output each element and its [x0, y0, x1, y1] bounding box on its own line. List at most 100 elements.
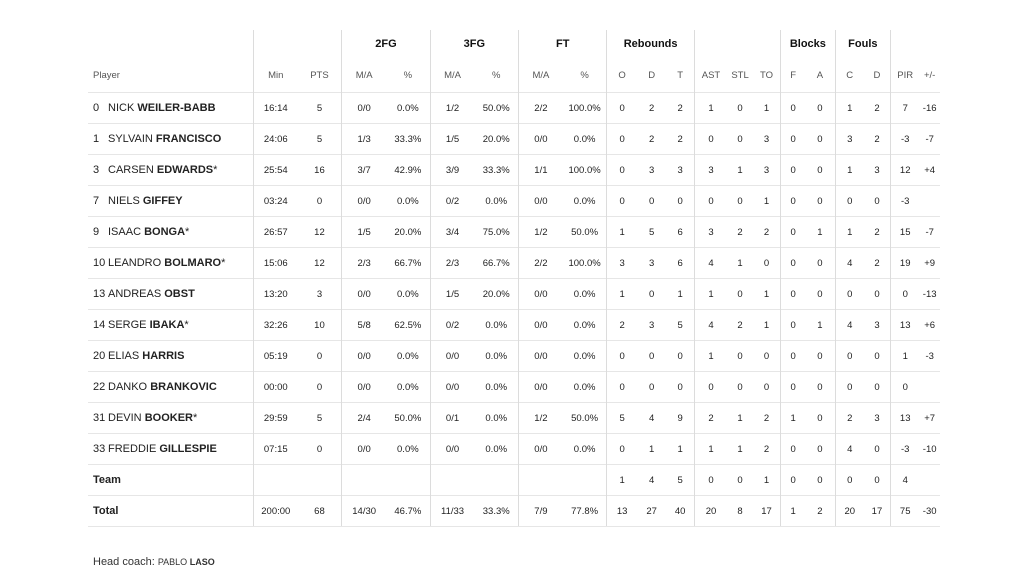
stat-fg2p: 0.0% — [386, 92, 431, 124]
stat-pir: -3 — [890, 433, 920, 465]
stat-ba: 0 — [805, 92, 836, 124]
col-blk-a[interactable]: A — [805, 58, 836, 93]
player-number: 20 — [93, 350, 106, 362]
player-row: 22 DANKO BRANKOVIC 00:00 0 0/0 0.0% 0/0 0.0% 0/0… — [88, 371, 940, 403]
stat-ftp: 100.0% — [562, 247, 608, 279]
stat-ast: 3 — [694, 216, 728, 248]
col-2fg-ma[interactable]: M/A — [355, 69, 373, 81]
stat-fc: 0 — [835, 278, 864, 310]
col-stl[interactable]: STL — [731, 69, 749, 81]
stat-ft: 0/0 — [518, 185, 563, 217]
stat-fd: 0 — [863, 371, 892, 403]
stat-ft: 2/2 — [518, 92, 563, 124]
stat-ba: 1 — [805, 309, 836, 341]
stat-fg2: 0/0 — [341, 433, 386, 465]
player-name-cell[interactable]: 9 ISAAC BONGA* — [88, 216, 254, 248]
stat-stl: 1 — [727, 154, 753, 186]
player-name-cell[interactable]: 3 CARSEN EDWARDS* — [88, 154, 254, 186]
player-number: 1 — [93, 133, 100, 145]
stat-stl: 1 — [727, 402, 753, 434]
col-min[interactable]: Min — [268, 69, 284, 81]
stat-fg2: 5/8 — [341, 309, 386, 341]
col-ft-ma[interactable]: M/A — [532, 69, 550, 81]
stat-stl: 0 — [727, 371, 753, 403]
team-stat-ast: 0 — [694, 464, 728, 496]
player-name-cell[interactable]: 22 DANKO BRANKOVIC — [88, 371, 254, 403]
stat-to: 1 — [752, 309, 782, 341]
stat-o: 0 — [606, 154, 637, 186]
player-last-name: IBAKA — [149, 319, 185, 331]
player-first-name: LEANDRO — [108, 257, 162, 269]
col-player[interactable]: Player — [88, 58, 254, 93]
team-stat-fd: 0 — [863, 464, 892, 496]
starter-mark: * — [221, 257, 226, 269]
stat-t: 0 — [666, 340, 695, 372]
col-ast[interactable]: AST — [701, 69, 721, 81]
col-fouls-d[interactable]: D — [863, 58, 892, 93]
stat-d: 0 — [636, 371, 667, 403]
stat-pm: +6 — [919, 309, 940, 341]
player-first-name: DANKO — [108, 381, 148, 393]
col-blk-f[interactable]: F — [790, 69, 797, 81]
stat-t: 1 — [666, 278, 695, 310]
player-name-cell[interactable]: 14 SERGE IBAKA* — [88, 309, 254, 341]
col-to[interactable]: TO — [752, 58, 782, 93]
player-first-name: NICK — [108, 102, 135, 114]
stat-bf: 0 — [780, 340, 806, 372]
col-reb-o[interactable]: O — [618, 69, 626, 81]
starter-mark: * — [213, 164, 218, 176]
player-name-cell[interactable]: 0 NICK WEILER-BABB — [88, 92, 254, 124]
stat-ba: 0 — [805, 433, 836, 465]
col-ft-pct[interactable]: % — [562, 58, 608, 93]
stat-o: 0 — [606, 185, 637, 217]
stat-fd: 0 — [863, 433, 892, 465]
player-number: 3 — [93, 164, 100, 176]
stat-t: 6 — [666, 216, 695, 248]
team-stat-ft — [518, 464, 563, 496]
stat-min: 03:24 — [253, 185, 298, 217]
stat-fg3: 0/0 — [430, 340, 475, 372]
col-pir[interactable]: PIR — [897, 69, 914, 81]
stat-d: 3 — [636, 309, 667, 341]
player-name-cell[interactable]: 31 DEVIN BOOKER* — [88, 402, 254, 434]
stat-fd: 0 — [863, 278, 892, 310]
player-name-cell[interactable]: 20 ELIAS HARRIS — [88, 340, 254, 372]
player-row: 10 LEANDRO BOLMARO* 15:06 12 2/3 66.7% 2/3 66.7… — [88, 247, 940, 279]
stat-d: 5 — [636, 216, 667, 248]
col-2fg-pct[interactable]: % — [386, 58, 431, 93]
player-name-cell[interactable]: 1 SYLVAIN FRANCISCO — [88, 123, 254, 155]
stat-d: 2 — [636, 92, 667, 124]
stat-fc: 4 — [835, 247, 864, 279]
player-name-cell[interactable]: 10 LEANDRO BOLMARO* — [88, 247, 254, 279]
player-name-cell[interactable]: 7 NIELS GIFFEY — [88, 185, 254, 217]
stat-ft: 0/0 — [518, 433, 563, 465]
stat-ba: 0 — [805, 185, 836, 217]
stat-to: 2 — [752, 216, 782, 248]
col-reb-d[interactable]: D — [648, 69, 656, 81]
player-first-name: NIELS — [108, 195, 140, 207]
stat-fc: 4 — [835, 309, 864, 341]
stat-ft: 1/2 — [518, 402, 563, 434]
team-stat-stl: 0 — [727, 464, 753, 496]
player-name-cell[interactable]: 13 ANDREAS OBST — [88, 278, 254, 310]
col-plusminus[interactable]: +/- — [923, 69, 936, 81]
col-fouls-c[interactable]: C — [846, 69, 854, 81]
head-coach-name[interactable]: PABLO LASO — [158, 557, 215, 567]
stat-min: 29:59 — [253, 402, 298, 434]
col-pts[interactable]: PTS — [297, 58, 343, 93]
col-3fg-ma[interactable]: M/A — [444, 69, 461, 81]
stat-ast: 3 — [694, 154, 728, 186]
stat-pm: -7 — [919, 216, 940, 248]
stat-d: 2 — [636, 123, 667, 155]
stat-fg3: 1/5 — [430, 123, 475, 155]
col-reb-t[interactable]: T — [666, 58, 695, 93]
player-name-cell[interactable]: 33 FREDDIE GILLESPIE — [88, 433, 254, 465]
stat-ft: 0/0 — [518, 340, 563, 372]
stat-min: 15:06 — [253, 247, 298, 279]
col-3fg-pct[interactable]: % — [474, 58, 520, 93]
player-last-name: GIFFEY — [142, 195, 183, 207]
team-stat-fg3p — [474, 464, 520, 496]
stat-to: 0 — [752, 371, 782, 403]
stat-t: 2 — [666, 92, 695, 124]
team-stat-o: 1 — [606, 464, 637, 496]
